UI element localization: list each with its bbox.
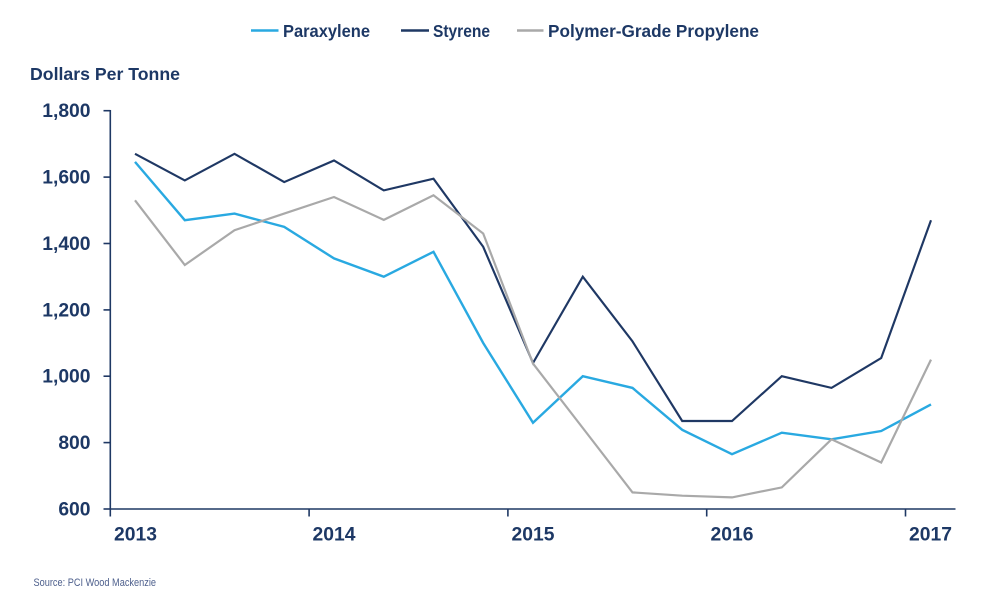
svg-text:1,200: 1,200 xyxy=(42,300,90,321)
svg-text:2017: 2017 xyxy=(909,525,952,546)
svg-text:Paraxylene: Paraxylene xyxy=(283,21,370,41)
svg-text:Polymer-Grade Propylene: Polymer-Grade Propylene xyxy=(548,21,759,41)
svg-text:800: 800 xyxy=(58,433,90,454)
svg-text:2013: 2013 xyxy=(114,525,157,546)
svg-text:2014: 2014 xyxy=(313,525,356,546)
svg-text:Source: PCI Wood Mackenzie: Source: PCI Wood Mackenzie xyxy=(34,577,157,589)
svg-text:600: 600 xyxy=(58,500,90,521)
svg-text:1,800: 1,800 xyxy=(42,101,90,122)
svg-text:1,000: 1,000 xyxy=(42,367,90,388)
svg-text:1,400: 1,400 xyxy=(42,234,90,255)
svg-text:Styrene: Styrene xyxy=(433,21,490,41)
svg-text:1,600: 1,600 xyxy=(42,168,90,189)
svg-text:2016: 2016 xyxy=(711,525,754,546)
svg-text:Dollars Per Tonne: Dollars Per Tonne xyxy=(30,64,180,84)
svg-text:2015: 2015 xyxy=(512,525,555,546)
